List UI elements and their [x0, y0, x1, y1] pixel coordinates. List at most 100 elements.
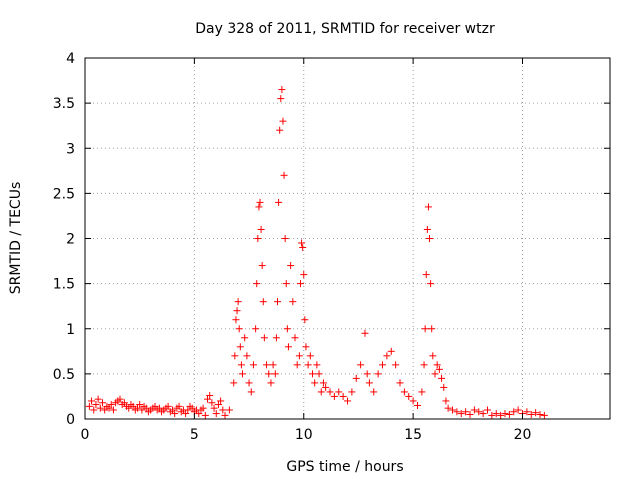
- data-point: [281, 235, 289, 242]
- data-point: [233, 307, 241, 315]
- data-point: [255, 203, 263, 211]
- data-point: [304, 361, 312, 369]
- y-tick-label: 1: [66, 322, 75, 338]
- data-point: [214, 401, 222, 409]
- data-point: [301, 316, 309, 324]
- data-point: [306, 352, 314, 360]
- data-point: [287, 262, 295, 270]
- data-point: [107, 401, 115, 409]
- data-point: [247, 388, 255, 396]
- data-point: [453, 408, 461, 416]
- data-point: [422, 271, 430, 279]
- data-point: [405, 392, 413, 400]
- data-point: [85, 402, 93, 410]
- data-point: [120, 399, 128, 407]
- data-point: [94, 395, 102, 403]
- data-point: [295, 352, 303, 360]
- data-point: [299, 244, 307, 252]
- y-tick-label: 2: [66, 232, 75, 248]
- data-point: [429, 352, 437, 360]
- x-tick-label: 5: [190, 427, 199, 443]
- data-point: [363, 370, 371, 378]
- data-point: [392, 361, 400, 369]
- data-point: [232, 316, 240, 324]
- data-point: [105, 404, 113, 412]
- data-point: [169, 406, 176, 414]
- data-point: [289, 298, 297, 306]
- data-point: [365, 379, 373, 387]
- data-point: [313, 361, 321, 369]
- data-point: [138, 406, 146, 414]
- data-point: [317, 388, 325, 396]
- data-point: [488, 411, 496, 419]
- chart-title: Day 328 of 2011, SRMTID for receiver wtz…: [195, 21, 495, 37]
- data-point: [302, 343, 310, 351]
- data-point: [352, 374, 360, 382]
- x-axis-label: GPS time / hours: [286, 459, 403, 475]
- data-point: [540, 411, 548, 419]
- data-point: [184, 406, 192, 414]
- data-point: [282, 280, 290, 288]
- data-points: [85, 86, 548, 419]
- data-point: [431, 370, 439, 378]
- data-point: [210, 404, 218, 412]
- data-point: [442, 397, 450, 405]
- data-point: [99, 399, 106, 407]
- data-point: [276, 126, 284, 134]
- data-point: [457, 410, 465, 418]
- data-point: [309, 370, 316, 378]
- data-point: [195, 410, 203, 418]
- data-point: [88, 397, 96, 405]
- data-point: [201, 411, 209, 419]
- data-point: [164, 402, 172, 410]
- data-point: [96, 404, 104, 412]
- data-point: [418, 388, 426, 396]
- axis-ticks: [84, 57, 610, 420]
- data-point: [239, 370, 246, 378]
- data-point: [479, 410, 487, 418]
- data-point: [400, 388, 408, 396]
- data-point: [236, 343, 244, 351]
- data-point: [421, 325, 429, 333]
- data-point: [298, 239, 306, 247]
- data-point: [284, 343, 292, 351]
- data-point: [396, 379, 404, 387]
- data-point: [423, 225, 431, 233]
- data-point: [129, 402, 137, 410]
- data-point: [293, 361, 301, 369]
- data-point: [427, 280, 435, 288]
- y-tick-label: 2.5: [53, 186, 75, 202]
- data-point: [484, 406, 491, 414]
- data-point: [212, 410, 220, 418]
- data-point: [361, 329, 369, 337]
- data-point: [383, 352, 391, 360]
- data-point: [231, 352, 239, 360]
- data-point: [348, 388, 356, 396]
- data-point: [357, 361, 365, 369]
- data-point: [374, 370, 382, 378]
- data-point: [134, 404, 141, 412]
- data-point: [92, 401, 100, 409]
- data-point: [263, 361, 271, 369]
- data-point: [254, 235, 262, 242]
- data-point: [449, 406, 456, 414]
- data-point: [315, 370, 323, 378]
- data-point: [274, 298, 281, 306]
- data-point: [171, 410, 179, 418]
- data-point: [462, 408, 470, 416]
- data-point: [272, 334, 280, 342]
- data-point: [370, 388, 378, 396]
- data-point: [217, 397, 225, 405]
- data-point: [319, 379, 327, 387]
- data-point: [470, 406, 478, 414]
- data-point: [322, 383, 330, 391]
- data-point: [90, 406, 98, 414]
- y-tick-label: 4: [66, 51, 75, 67]
- grid-lines: [85, 58, 610, 419]
- data-point: [257, 225, 265, 233]
- x-tick-label: 15: [404, 427, 422, 443]
- data-point: [258, 262, 266, 270]
- data-point: [245, 379, 253, 387]
- data-point: [409, 397, 417, 405]
- data-point: [379, 361, 386, 369]
